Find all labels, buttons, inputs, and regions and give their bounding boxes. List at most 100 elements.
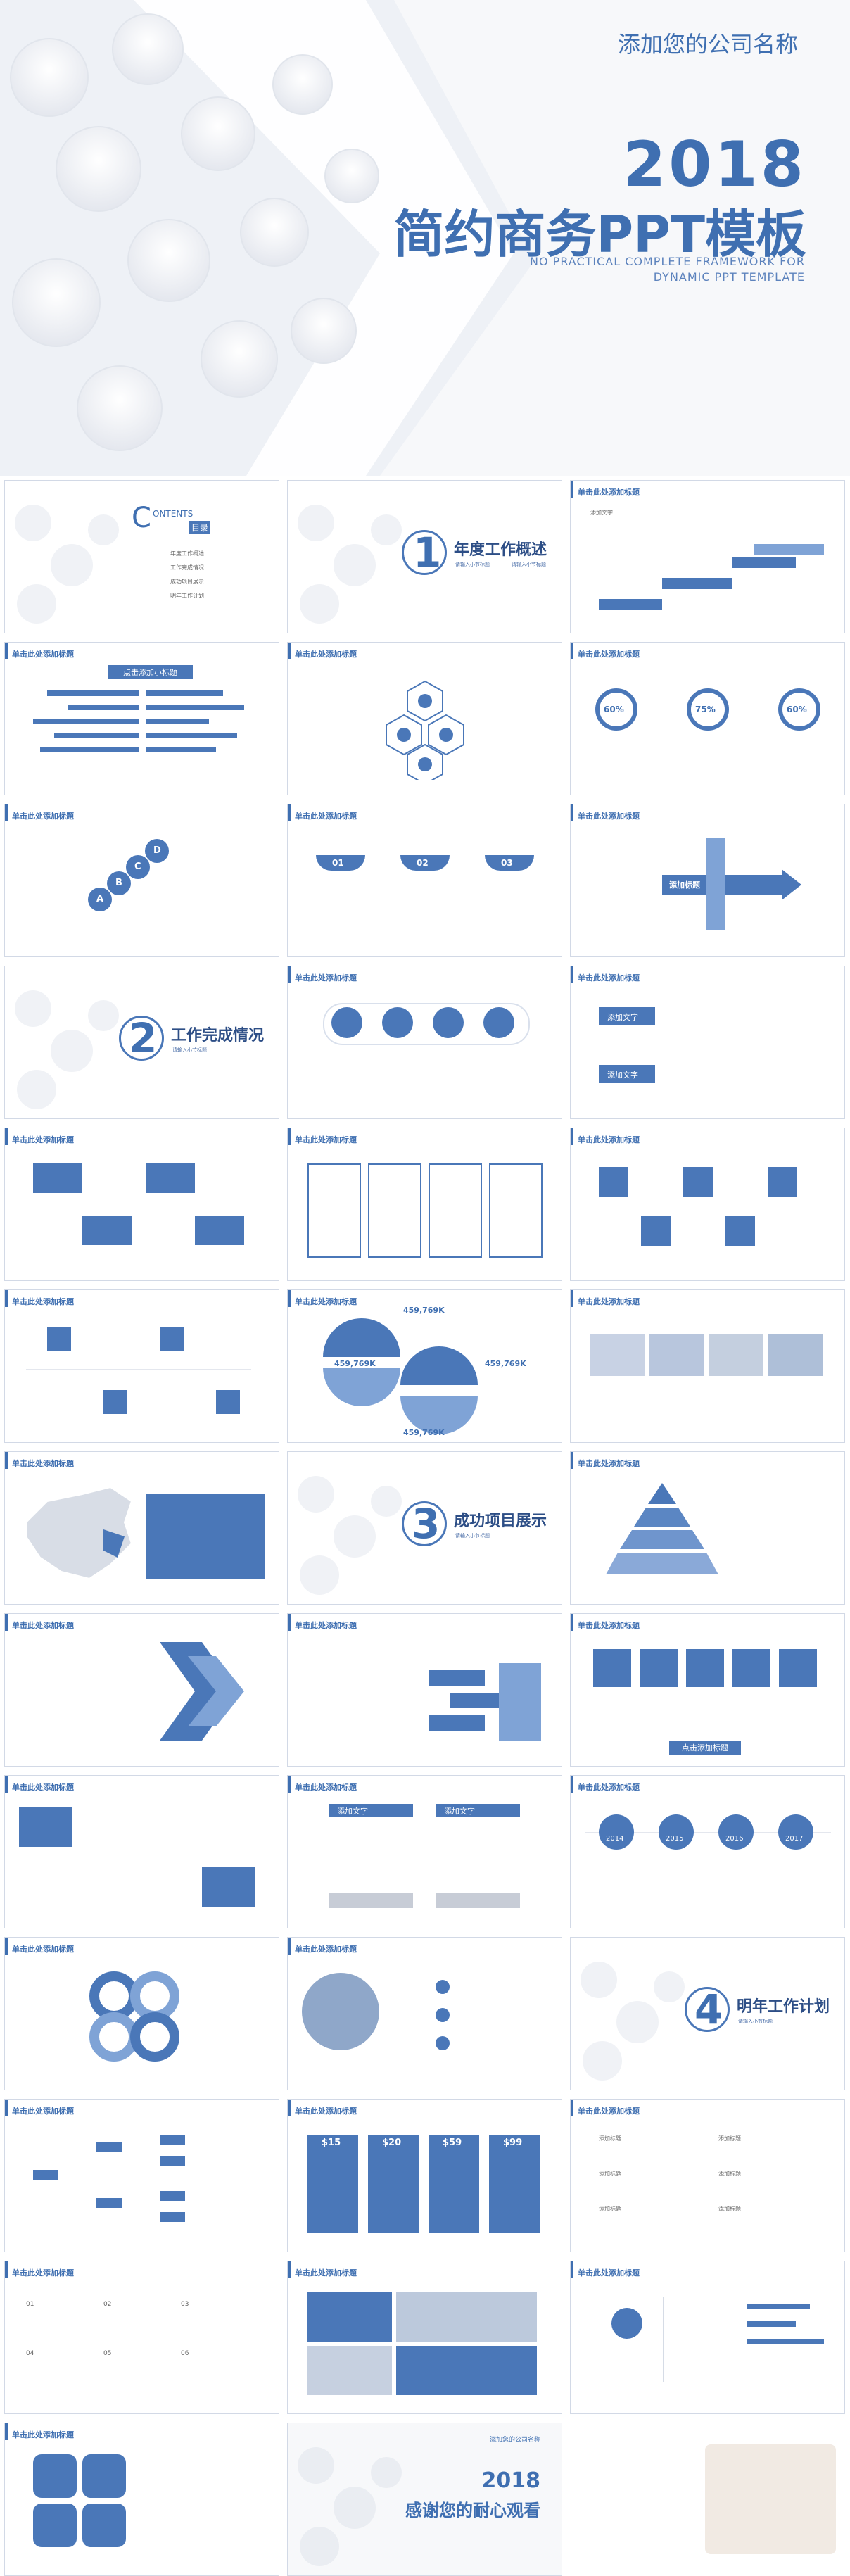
slide-title-bar — [571, 1452, 573, 1469]
skill-bar-3 — [747, 2339, 824, 2344]
card-1-title: 添加文字 — [337, 1807, 368, 1816]
slide-hex-icons[interactable]: 单击此处添加标题 — [570, 1128, 845, 1281]
slide-profile[interactable]: 单击此处添加标题 — [570, 2261, 845, 2414]
tab-02-label: 02 — [417, 858, 429, 868]
cloud-icon — [732, 1649, 770, 1687]
slide-four-columns[interactable]: 单击此处添加标题 — [287, 1128, 562, 1281]
section-line: 请输入小节标题 — [455, 1533, 490, 1539]
price-4: $99 — [503, 2138, 523, 2148]
slide-checklist[interactable]: 单击此处添加标题 添加标题 添加标题 添加标题 添加标题 添加标题 添加标题 — [570, 2099, 845, 2252]
numbered-item-6: 06 — [181, 2350, 189, 2357]
slide-timeline-icons[interactable]: 单击此处添加标题 — [4, 1289, 279, 1443]
collage-photo-2 — [307, 2346, 392, 2395]
slide-org-chart[interactable]: 单击此处添加标题 — [4, 2099, 279, 2252]
slide-arrows[interactable]: 单击此处添加标题 添加标题 — [570, 804, 845, 957]
circle-a — [88, 888, 112, 911]
slide-numbered-tabs[interactable]: 单击此处添加标题 01 02 03 — [287, 804, 562, 957]
slide-icon-blocks[interactable]: 单击此处添加标题 — [4, 1128, 279, 1281]
letter-c: C — [134, 861, 141, 872]
slide-section-4[interactable]: 4 明年工作计划 请输入小节标题 — [570, 1937, 845, 2090]
slide-title-bar — [5, 2261, 8, 2278]
slide-building[interactable]: 单击此处添加标题 — [287, 1937, 562, 2090]
slide-semicircles[interactable]: 单击此处添加标题 459,769K 459,769K 459,769K 459,… — [287, 1289, 562, 1443]
slide-title: 单击此处添加标题 — [295, 2268, 357, 2278]
slide-title: 单击此处添加标题 — [578, 1135, 640, 1144]
slide-icon-circles[interactable]: 单击此处添加标题 — [287, 966, 562, 1119]
ending-year: 2018 — [481, 2468, 541, 2493]
slide-title: 单击此处添加标题 — [578, 1783, 640, 1792]
slide-cubes[interactable]: 单击此处添加标题 — [287, 1613, 562, 1767]
cube-label-1 — [429, 1670, 485, 1686]
org-leaf-1 — [160, 2135, 185, 2145]
slide-pyramid[interactable]: 单击此处添加标题 — [570, 1451, 845, 1605]
slide-hexagons[interactable]: 单击此处添加标题 — [287, 642, 562, 795]
bar-left-4 — [54, 733, 139, 738]
arrow-cross — [662, 838, 801, 930]
slide-title: 单击此处添加标题 — [12, 1945, 74, 1954]
slide-title: 单击此处添加标题 — [578, 650, 640, 659]
slide-boxes[interactable]: 单击此处添加标题 — [4, 1775, 279, 1928]
skill-bar-2 — [747, 2321, 796, 2327]
slide-quadrant[interactable]: 单击此处添加标题 — [4, 2423, 279, 2576]
watermark-logo — [705, 2444, 836, 2554]
slide-ending[interactable]: 添加您的公司名称 2018 感谢您的耐心观看 — [287, 2423, 562, 2576]
slide-title: 单击此处添加标题 — [578, 2268, 640, 2278]
slide-title-bar — [571, 804, 573, 821]
ring-04 — [130, 2012, 179, 2062]
slide-title: 单击此处添加标题 — [12, 2107, 74, 2116]
amount-4: 459,769K — [403, 1428, 445, 1437]
price-2: $20 — [382, 2138, 402, 2148]
slide-contents[interactable]: C ONTENTS 目录 年度工作概述 工作完成情况 成功项目展示 明年工作计划 — [4, 480, 279, 633]
hero-year: 2018 — [623, 128, 806, 201]
slide-title: 单击此处添加标题 — [12, 1297, 74, 1306]
slide-title: 单击此处添加标题 — [295, 2107, 357, 2116]
slide-title-bar — [5, 643, 8, 659]
slide-section-1[interactable]: 1 年度工作概述 请输入小节标题 请输入小节标题 — [287, 480, 562, 633]
slide-staircase[interactable]: 单击此处添加标题 添加文字 — [570, 480, 845, 633]
slide-chevron[interactable]: 单击此处添加标题 — [4, 1613, 279, 1767]
letter-a: A — [96, 894, 104, 904]
slide-rings[interactable]: 单击此处添加标题 — [4, 1937, 279, 2090]
slide-title-bar — [288, 1938, 291, 1955]
slide-bar-chart[interactable]: 单击此处添加标题 点击添加小标题 — [4, 642, 279, 795]
timeline-icon-1 — [47, 1327, 71, 1351]
slide-title-bar — [288, 966, 291, 983]
pattern-decoration — [298, 1476, 402, 1595]
slide-pricing[interactable]: 单击此处添加标题 $15 $20 $59 $99 — [287, 2099, 562, 2252]
warning-icon — [640, 1649, 678, 1687]
slide-ribbons[interactable]: 单击此处添加标题 添加文字 添加文字 — [570, 966, 845, 1119]
slide-title: 单击此处添加标题 — [578, 973, 640, 983]
tab-01 — [316, 855, 365, 871]
section-line: 请输入小节标题 — [172, 1047, 207, 1053]
slide-five-icons[interactable]: 单击此处添加标题 点击添加标题 — [570, 1613, 845, 1767]
section-title: 年度工作概述 — [454, 541, 547, 559]
slide-section-3[interactable]: 3 成功项目展示 请输入小节标题 — [287, 1451, 562, 1605]
year-circle-3 — [718, 1814, 754, 1850]
chart-heading: 点击添加小标题 — [108, 665, 193, 679]
slide-abcd[interactable]: 单击此处添加标题 A B C D — [4, 804, 279, 957]
slide-section-2[interactable]: 2 工作完成情况 请输入小节标题 — [4, 966, 279, 1119]
slide-years[interactable]: 单击此处添加标题 2014 2015 2016 2017 — [570, 1775, 845, 1928]
slide-title-bar — [288, 1290, 291, 1307]
hexagon-cluster — [386, 680, 464, 780]
percent-value-1: 60% — [604, 705, 624, 714]
bar-left-1 — [47, 690, 139, 696]
tools-icon — [725, 1216, 755, 1246]
photo-3 — [709, 1334, 763, 1376]
section-title: 成功项目展示 — [454, 1513, 547, 1530]
amount-3: 459,769K — [485, 1359, 526, 1368]
slide-photo-collage[interactable]: 单击此处添加标题 — [287, 2261, 562, 2414]
contents-cn: 目录 — [189, 521, 211, 534]
price-3: $59 — [443, 2138, 462, 2148]
ending-text: 感谢您的耐心观看 — [405, 2501, 540, 2520]
slide-percent-rings[interactable]: 单击此处添加标题 60% 75% 60% — [570, 642, 845, 795]
ending-company: 添加您的公司名称 — [489, 2437, 540, 2444]
slide-text-cards[interactable]: 单击此处添加标题 添加文字 添加文字 — [287, 1775, 562, 1928]
target-icon — [195, 1216, 244, 1245]
card-1-header — [329, 1804, 413, 1817]
price-card-2 — [368, 2135, 419, 2233]
timeline-icon-3 — [160, 1327, 184, 1351]
slide-numbered-list[interactable]: 单击此处添加标题 01 02 03 04 05 06 — [4, 2261, 279, 2414]
slide-map[interactable]: 单击此处添加标题 — [4, 1451, 279, 1605]
slide-photo-row[interactable]: 单击此处添加标题 — [570, 1289, 845, 1443]
